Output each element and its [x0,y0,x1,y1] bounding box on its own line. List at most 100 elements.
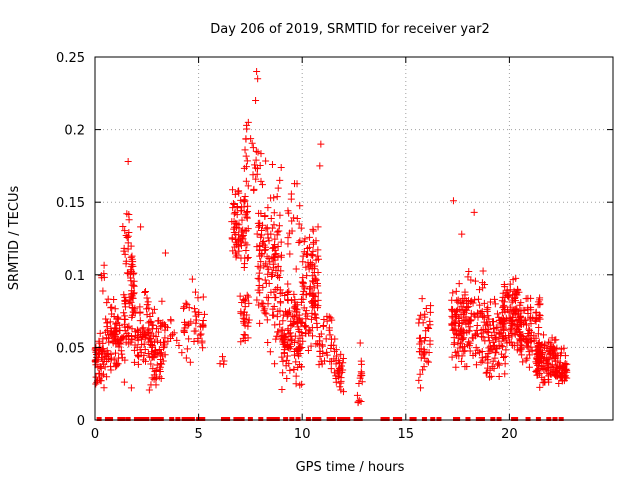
data-point [522,321,530,329]
data-point [271,360,279,368]
data-point [312,340,320,348]
data-point [427,302,435,310]
data-point [285,209,293,217]
data-point [117,340,125,348]
data-point [534,330,542,338]
data-point [147,360,155,368]
data-point [124,158,132,166]
data-point [456,305,464,313]
data-point [295,343,303,351]
data-point [149,309,157,317]
data-point [510,306,518,314]
data-point [458,325,466,333]
zero-marker [181,417,187,421]
data-point [238,216,246,224]
data-point [119,223,127,231]
data-point [149,321,157,329]
x-tick-label: 10 [294,427,311,442]
data-point [252,156,260,164]
zero-marker [436,417,442,421]
data-point [316,162,324,170]
zero-marker [274,417,280,421]
data-point [262,310,270,318]
data-point [243,125,251,133]
data-point [466,347,474,355]
data-point [124,270,132,278]
data-point [123,234,131,242]
data-point [312,256,320,264]
data-point [312,237,320,245]
data-point [462,320,470,328]
zero-marker [189,417,195,421]
data-point [258,181,266,189]
data-point [450,340,458,348]
data-point [255,301,263,309]
data-point [263,263,271,271]
data-point [249,144,257,152]
data-point [127,384,135,392]
data-point [144,349,152,357]
zero-marker [220,417,226,421]
data-point [508,298,516,306]
data-point [337,386,345,394]
data-point [480,299,488,307]
data-point [220,360,228,368]
data-point [476,301,484,309]
data-point [185,304,193,312]
data-point [460,343,468,351]
data-point [111,349,119,357]
data-point [309,247,317,255]
data-point [536,359,544,367]
data-point [241,331,249,339]
data-point [561,374,569,382]
data-point [259,283,267,291]
data-point [119,334,127,342]
data-point [170,329,178,337]
data-point [269,311,277,319]
zero-marker [200,417,206,421]
data-point [111,305,119,313]
data-point [276,320,284,328]
zero-marker [496,417,502,421]
data-point [92,380,100,388]
data-point [199,321,207,329]
zero-marker [546,417,552,421]
data-point [417,384,425,392]
data-point [242,152,250,160]
data-point [333,352,341,360]
data-point [497,341,505,349]
data-point [533,371,541,379]
data-point [356,339,364,347]
data-point [421,354,429,362]
data-point [161,351,169,359]
data-point [312,275,320,283]
data-point [303,251,311,259]
data-point [264,270,272,278]
data-point [254,148,262,156]
data-point [486,321,494,329]
zero-marker [330,417,336,421]
data-point [127,253,135,261]
data-point [124,245,132,253]
data-point [309,272,317,280]
data-point [553,372,561,380]
data-point [240,331,248,339]
data-point [270,221,278,229]
data-point [540,366,548,374]
data-point [306,233,314,241]
data-point [471,277,479,285]
data-point [242,177,250,185]
y-tick-label: 0.25 [56,51,85,66]
data-point [103,351,111,359]
data-point [169,331,177,339]
data-point [426,308,434,316]
data-point [520,335,528,343]
data-point [549,350,557,358]
zero-marker [266,417,272,421]
data-point [354,399,362,407]
data-point [192,288,200,296]
data-point [323,348,331,356]
data-point [110,295,118,303]
data-point [448,296,456,304]
zero-marker [392,417,398,421]
